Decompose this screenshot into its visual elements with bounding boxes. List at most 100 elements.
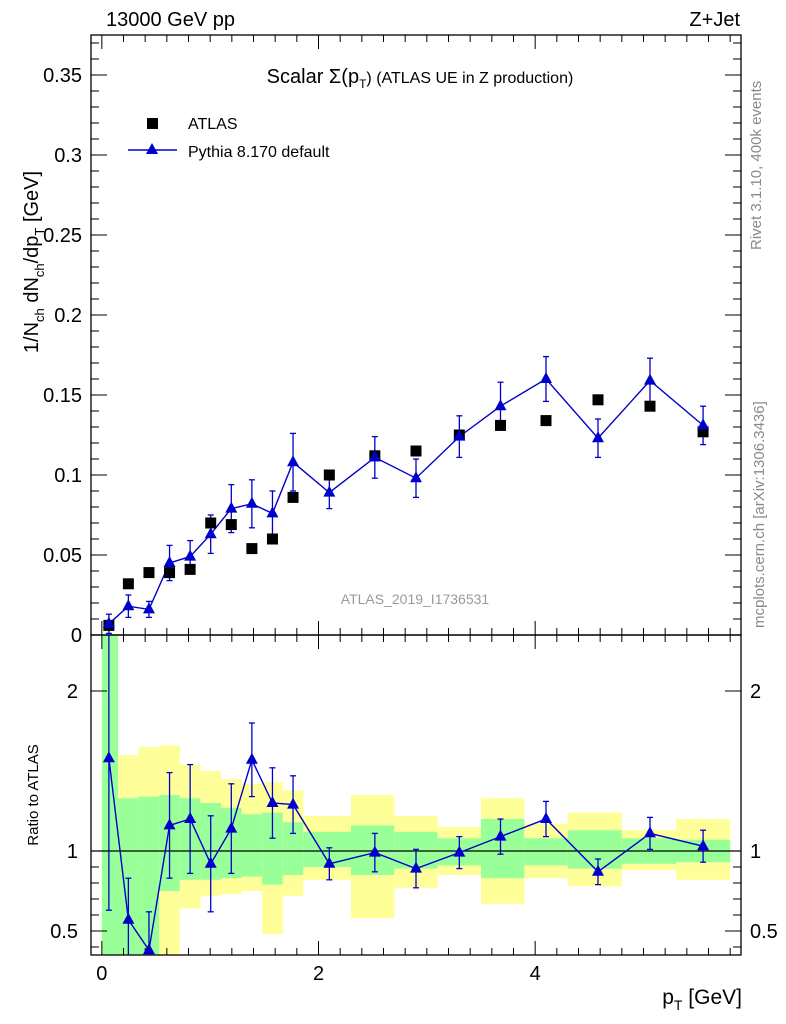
ratio-uncertainty-bands (101, 635, 731, 955)
main-plot-title: Scalar Σ(pT) (ATLAS UE in Z production) (267, 66, 574, 91)
main-panel-marks (102, 355, 710, 635)
ratio-point-16 (592, 864, 604, 876)
ratio-point-2 (142, 943, 155, 955)
legend-atlas-marker (147, 118, 158, 129)
mc-data-point-2 (142, 602, 155, 614)
ratio-point-10 (323, 856, 336, 868)
ratio-point-0 (102, 751, 115, 763)
main-y-tick-label-2: 0.1 (54, 465, 82, 487)
atlas-data-point-2 (143, 567, 155, 579)
ratio-band-inner-15 (524, 838, 568, 866)
mc-data-point-7 (245, 496, 258, 508)
ratio-point-12 (410, 861, 422, 873)
atlas-data-point-4 (184, 563, 196, 575)
title-suffix: ) (ATLAS UE in Z production) (366, 70, 573, 87)
atlas-data-point-5 (205, 517, 217, 529)
mc-data-point-9 (287, 455, 300, 467)
title-prefix: Scalar Σ(p (267, 66, 359, 88)
mc-data-point-18 (697, 418, 710, 430)
main-y-tick-label-6: 0.3 (54, 145, 82, 167)
ratio-point-17 (644, 826, 656, 838)
mcplots-label: mcplots.cern.ch [arXiv:1306.3436] (751, 401, 768, 628)
main-y-tick-label-1: 0.05 (43, 545, 82, 567)
legend-atlas-label: ATLAS (188, 116, 238, 133)
mc-data-point-6 (225, 501, 238, 513)
main-y-axis-label: 1/Nch dNch/dpT [GeV] (21, 171, 47, 353)
ratio-point-11 (368, 845, 381, 857)
axes: 0 2 4 0 0.05 0.1 0.15 0.2 0.25 0.3 0.35 0.5 0.5 1 1 2 2 (43, 34, 778, 985)
mc-data-point-15 (540, 372, 552, 383)
mc-data-point-10 (323, 485, 336, 497)
ratio-point-1 (122, 912, 135, 924)
ratio-point-5 (204, 856, 217, 868)
ratio-point-7 (245, 752, 258, 764)
ratio-y-tick-label-left-0: 0.5 (50, 921, 78, 943)
mc-data-point-13 (453, 429, 466, 441)
ratio-point-6 (225, 821, 238, 833)
atlas-data-point-6 (225, 519, 237, 531)
analysis-watermark: ATLAS_2019_I1736531 (341, 591, 490, 607)
atlas-data-point-1 (122, 578, 134, 590)
atlas-data-point-15 (540, 415, 552, 427)
mc-series-line (108, 378, 704, 625)
atlas-data-point-10 (323, 469, 335, 481)
header-right: Z+Jet (689, 9, 740, 31)
legend-mc-label: Pythia 8.170 default (188, 144, 330, 161)
mc-data-point-8 (266, 506, 279, 518)
mc-data-point-12 (410, 471, 422, 483)
mc-data-point-14 (494, 399, 507, 411)
rivet-label: Rivet 3.1.10, 400k events (748, 81, 765, 250)
legend: ATLAS Pythia 8.170 default (128, 116, 330, 161)
atlas-data-point-18 (697, 426, 709, 438)
main-y-tick-label-4: 0.2 (54, 305, 82, 327)
ratio-band-inner-8 (262, 812, 283, 885)
ratio-band-inner-1 (118, 798, 139, 955)
atlas-data-point-16 (592, 394, 604, 406)
ratio-band-inner-0 (101, 635, 119, 955)
atlas-data-point-8 (266, 533, 278, 545)
ratio-y-tick-label-right-1: 1 (750, 841, 761, 863)
ratio-panel-marks (102, 635, 710, 955)
mc-data-point-4 (184, 549, 197, 561)
ratio-y-tick-label-left-2: 2 (67, 681, 78, 703)
atlas-data-point-14 (495, 419, 506, 431)
legend-mc-marker (146, 143, 158, 154)
x-tick-label-0: 0 (96, 963, 107, 985)
main-y-tick-label-5: 0.25 (43, 225, 82, 247)
x-tick-label-4: 4 (530, 963, 541, 985)
ratio-y-tick-label-right-2: 2 (750, 681, 761, 703)
mc-data-point-1 (122, 599, 135, 611)
ratio-point-8 (266, 796, 279, 807)
ratio-point-13 (453, 845, 466, 857)
ratio-band-inner-14 (481, 819, 525, 879)
main-y-tick-label-0: 0 (71, 625, 82, 647)
mc-data-point-16 (592, 431, 604, 443)
mc-data-point-11 (368, 450, 381, 462)
ratio-point-15 (540, 812, 552, 823)
x-tick-label-2: 2 (313, 963, 324, 985)
ratio-point-18 (697, 839, 710, 851)
ratio-plot-frame (90, 634, 742, 956)
header-left: 13000 GeV pp (106, 9, 235, 31)
ratio-band-inner-7 (241, 814, 263, 877)
mc-data-point-17 (644, 373, 656, 385)
atlas-data-point-3 (164, 567, 176, 579)
atlas-data-point-17 (644, 400, 656, 412)
ratio-y-axis-label: Ratio to ATLAS (25, 744, 42, 845)
ratio-point-9 (287, 797, 300, 809)
mc-data-point-3 (163, 556, 176, 567)
mc-data-point-5 (204, 527, 217, 539)
x-axis-label: pT [GeV] (662, 986, 742, 1013)
ratio-y-tick-label-right-0: 0.5 (750, 921, 778, 943)
ratio-point-3 (163, 818, 176, 830)
main-y-tick-label-7: 0.35 (43, 65, 82, 87)
title-sub: T (359, 77, 367, 91)
atlas-data-point-7 (246, 543, 258, 555)
ratio-point-4 (184, 812, 197, 823)
ratio-point-14 (494, 829, 507, 841)
main-y-tick-label-3: 0.15 (43, 385, 82, 407)
data-marks (102, 355, 710, 955)
ratio-band-inner-9 (282, 822, 304, 875)
mc-data-point-0 (102, 616, 115, 628)
